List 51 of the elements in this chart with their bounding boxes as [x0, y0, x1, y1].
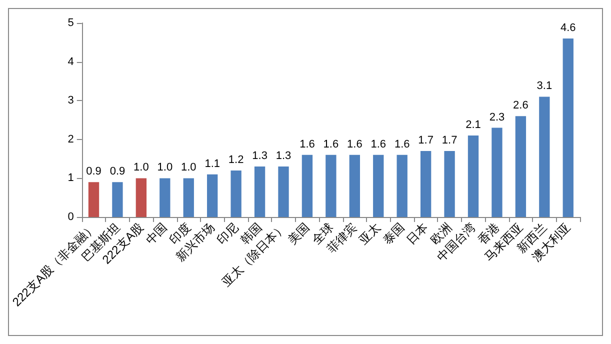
y-tick-label: 4	[68, 56, 74, 68]
bar	[302, 154, 313, 217]
y-tick-label: 0	[68, 211, 74, 223]
x-tick-label: 印尼	[214, 220, 242, 247]
data-label: 1.7	[418, 134, 434, 147]
bar	[492, 128, 502, 217]
y-tick-label: 2	[68, 133, 74, 146]
data-label: 1.3	[252, 150, 268, 162]
bar	[444, 151, 455, 217]
bar	[515, 116, 526, 217]
bar	[349, 154, 360, 217]
data-label: 1.6	[300, 138, 315, 150]
bar	[326, 154, 336, 217]
bar	[160, 178, 170, 217]
bar	[230, 170, 242, 217]
bar	[396, 154, 408, 217]
bar	[254, 166, 266, 217]
bar	[183, 178, 194, 217]
data-label: 2.6	[513, 100, 528, 112]
bar	[88, 182, 100, 217]
y-tick-label: 3	[68, 94, 74, 107]
data-label: 0.9	[86, 166, 102, 178]
x-tick-label: 中国	[142, 220, 170, 247]
bar	[468, 136, 479, 217]
data-label: 1.2	[228, 154, 244, 166]
bar	[136, 178, 147, 217]
data-label: 1.7	[442, 134, 458, 147]
bar	[539, 96, 550, 217]
bar	[562, 38, 574, 217]
data-label: 0.9	[110, 166, 126, 178]
bar	[420, 151, 432, 217]
data-label: 1.6	[323, 138, 339, 150]
data-label: 1.0	[180, 162, 196, 174]
y-tick-label: 1	[68, 172, 74, 184]
x-tick-label: 美国	[285, 220, 312, 247]
bar	[373, 154, 384, 217]
data-label: 2.1	[466, 119, 481, 132]
data-label: 1.3	[276, 150, 292, 162]
data-label: 1.0	[134, 162, 149, 174]
data-label: 1.6	[370, 138, 386, 150]
data-label: 1.6	[347, 138, 362, 150]
y-tick-label: 5	[68, 17, 74, 29]
data-label: 4.6	[560, 22, 576, 34]
bar	[112, 182, 123, 217]
data-label: 1.0	[157, 162, 173, 174]
data-label: 1.1	[204, 158, 220, 170]
bar	[278, 166, 289, 217]
bar	[207, 174, 218, 217]
data-label: 3.1	[536, 80, 552, 92]
data-label: 2.3	[489, 111, 505, 124]
data-label: 1.6	[394, 138, 410, 150]
